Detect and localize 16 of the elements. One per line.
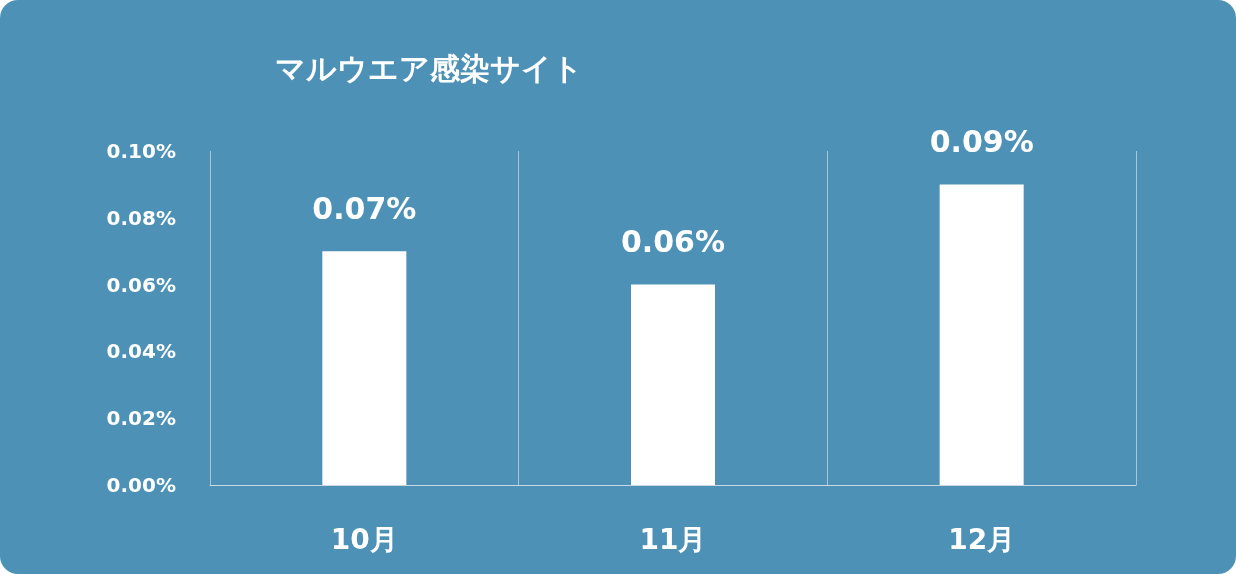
chart-title: マルウエア感染サイト (275, 50, 583, 86)
x-tick-label: 12月 (948, 522, 1016, 556)
x-tick-label: 11月 (639, 522, 707, 556)
y-tick-label: 0.08% (106, 205, 176, 230)
bar (631, 284, 715, 485)
y-tick-label: 0.00% (106, 473, 176, 497)
y-tick-label: 0.04% (106, 339, 176, 364)
y-tick-label: 0.06% (106, 272, 176, 297)
data-label: 0.07% (312, 190, 417, 226)
data-label: 0.06% (620, 224, 726, 260)
data-label: 0.09% (929, 123, 1034, 159)
y-tick-label: 0.02% (106, 406, 176, 431)
y-tick-label: 0.10% (106, 139, 176, 163)
bar (322, 251, 407, 485)
bar (939, 184, 1024, 485)
x-tick-label: 10月 (330, 522, 398, 556)
